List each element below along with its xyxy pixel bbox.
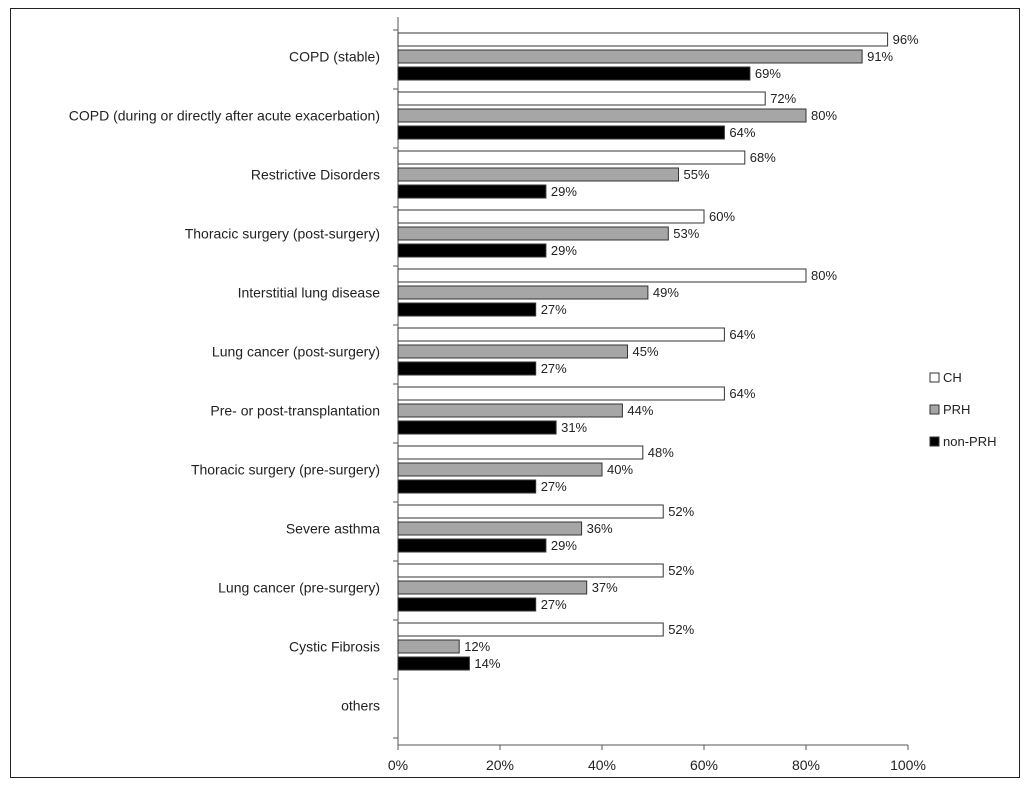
bar-ch-severe-asthma bbox=[397, 504, 664, 519]
data-label-ch-cystic-fibrosis: 52% bbox=[668, 622, 694, 637]
bar-prh-severe-asthma bbox=[397, 521, 583, 536]
bar-non-prh-lung-cancer-post-surgery bbox=[397, 361, 537, 376]
bar-prh-interstitial-lung-disease bbox=[397, 285, 649, 300]
x-tick-label: 80% bbox=[792, 757, 820, 773]
bar-non-prh-copd-stable bbox=[397, 66, 751, 81]
bar-prh-restrictive-disorders bbox=[397, 167, 679, 182]
bar-non-prh-pre-or-post-transplantation bbox=[397, 420, 557, 435]
category-label-copd-stable: COPD (stable) bbox=[289, 49, 380, 65]
data-label-ch-restrictive-disorders: 68% bbox=[750, 150, 776, 165]
bar-ch-interstitial-lung-disease bbox=[397, 268, 807, 283]
data-label-prh-copd-during-or-directly-after-acute-exacerbation: 80% bbox=[811, 108, 837, 123]
bar-ch-pre-or-post-transplantation bbox=[397, 386, 725, 401]
bar-non-prh-interstitial-lung-disease bbox=[397, 302, 537, 317]
legend-swatch-ch bbox=[929, 372, 940, 383]
category-label-copd-during-or-directly-after-acute-exacerbation: COPD (during or directly after acute exa… bbox=[69, 108, 380, 124]
category-label-others: others bbox=[341, 698, 380, 714]
category-label-cystic-fibrosis: Cystic Fibrosis bbox=[289, 639, 380, 655]
legend-swatch-non-prh bbox=[929, 436, 940, 447]
bar-non-prh-cystic-fibrosis bbox=[397, 656, 470, 671]
data-label-non-prh-interstitial-lung-disease: 27% bbox=[541, 302, 567, 317]
data-label-ch-lung-cancer-post-surgery: 64% bbox=[729, 327, 755, 342]
data-label-ch-thoracic-surgery-post-surgery: 60% bbox=[709, 209, 735, 224]
category-label-interstitial-lung-disease: Interstitial lung disease bbox=[238, 285, 381, 301]
bar-prh-cystic-fibrosis bbox=[397, 639, 460, 654]
bar-prh-thoracic-surgery-pre-surgery bbox=[397, 462, 603, 477]
data-label-non-prh-pre-or-post-transplantation: 31% bbox=[561, 420, 587, 435]
bar-ch-cystic-fibrosis bbox=[397, 622, 664, 637]
legend-label-ch: CH bbox=[943, 370, 962, 385]
data-label-ch-lung-cancer-pre-surgery: 52% bbox=[668, 563, 694, 578]
category-label-severe-asthma: Severe asthma bbox=[286, 521, 380, 537]
bar-ch-thoracic-surgery-pre-surgery bbox=[397, 445, 644, 460]
x-tick-label: 0% bbox=[388, 757, 408, 773]
data-label-ch-interstitial-lung-disease: 80% bbox=[811, 268, 837, 283]
data-label-non-prh-cystic-fibrosis: 14% bbox=[474, 656, 500, 671]
bar-ch-thoracic-surgery-post-surgery bbox=[397, 209, 705, 224]
bar-non-prh-restrictive-disorders bbox=[397, 184, 547, 199]
x-tick-label: 100% bbox=[890, 757, 926, 773]
x-tick-label: 60% bbox=[690, 757, 718, 773]
category-label-pre-or-post-transplantation: Pre- or post-transplantation bbox=[210, 403, 380, 419]
category-label-lung-cancer-pre-surgery: Lung cancer (pre-surgery) bbox=[218, 580, 380, 596]
data-label-ch-thoracic-surgery-pre-surgery: 48% bbox=[648, 445, 674, 460]
data-label-non-prh-lung-cancer-post-surgery: 27% bbox=[541, 361, 567, 376]
bar-non-prh-copd-during-or-directly-after-acute-exacerbation bbox=[397, 125, 725, 140]
data-label-ch-severe-asthma: 52% bbox=[668, 504, 694, 519]
category-label-thoracic-surgery-post-surgery: Thoracic surgery (post-surgery) bbox=[185, 226, 380, 242]
bar-non-prh-thoracic-surgery-post-surgery bbox=[397, 243, 547, 258]
data-label-prh-thoracic-surgery-post-surgery: 53% bbox=[673, 226, 699, 241]
data-label-prh-lung-cancer-pre-surgery: 37% bbox=[592, 580, 618, 595]
data-label-ch-copd-during-or-directly-after-acute-exacerbation: 72% bbox=[770, 91, 796, 106]
bar-ch-restrictive-disorders bbox=[397, 150, 746, 165]
data-label-prh-severe-asthma: 36% bbox=[587, 521, 613, 536]
bar-prh-lung-cancer-post-surgery bbox=[397, 344, 628, 359]
category-label-thoracic-surgery-pre-surgery: Thoracic surgery (pre-surgery) bbox=[191, 462, 380, 478]
bar-ch-lung-cancer-post-surgery bbox=[397, 327, 725, 342]
bar-non-prh-severe-asthma bbox=[397, 538, 547, 553]
data-label-prh-pre-or-post-transplantation: 44% bbox=[627, 403, 653, 418]
legend-swatch-prh bbox=[929, 404, 940, 415]
legend-label-prh: PRH bbox=[943, 402, 970, 417]
data-label-prh-copd-stable: 91% bbox=[867, 49, 893, 64]
data-label-non-prh-thoracic-surgery-pre-surgery: 27% bbox=[541, 479, 567, 494]
bar-ch-lung-cancer-pre-surgery bbox=[397, 563, 664, 578]
data-label-non-prh-copd-during-or-directly-after-acute-exacerbation: 64% bbox=[729, 125, 755, 140]
legend-label-non-prh: non-PRH bbox=[943, 434, 996, 449]
data-label-non-prh-lung-cancer-pre-surgery: 27% bbox=[541, 597, 567, 612]
bar-ch-copd-stable bbox=[397, 32, 889, 47]
data-label-prh-cystic-fibrosis: 12% bbox=[464, 639, 490, 654]
bar-prh-copd-during-or-directly-after-acute-exacerbation bbox=[397, 108, 807, 123]
x-tick-label: 20% bbox=[486, 757, 514, 773]
data-label-non-prh-thoracic-surgery-post-surgery: 29% bbox=[551, 243, 577, 258]
data-label-non-prh-severe-asthma: 29% bbox=[551, 538, 577, 553]
bar-ch-copd-during-or-directly-after-acute-exacerbation bbox=[397, 91, 766, 106]
data-label-prh-thoracic-surgery-pre-surgery: 40% bbox=[607, 462, 633, 477]
data-label-ch-pre-or-post-transplantation: 64% bbox=[729, 386, 755, 401]
bar-prh-lung-cancer-pre-surgery bbox=[397, 580, 588, 595]
data-label-non-prh-restrictive-disorders: 29% bbox=[551, 184, 577, 199]
data-label-non-prh-copd-stable: 69% bbox=[755, 66, 781, 81]
bar-non-prh-lung-cancer-pre-surgery bbox=[397, 597, 537, 612]
category-label-lung-cancer-post-surgery: Lung cancer (post-surgery) bbox=[212, 344, 380, 360]
data-label-ch-copd-stable: 96% bbox=[893, 32, 919, 47]
bar-prh-copd-stable bbox=[397, 49, 863, 64]
bar-non-prh-thoracic-surgery-pre-surgery bbox=[397, 479, 537, 494]
bar-prh-thoracic-surgery-post-surgery bbox=[397, 226, 669, 241]
x-tick-label: 40% bbox=[588, 757, 616, 773]
data-label-prh-restrictive-disorders: 55% bbox=[684, 167, 710, 182]
bar-prh-pre-or-post-transplantation bbox=[397, 403, 623, 418]
category-label-restrictive-disorders: Restrictive Disorders bbox=[251, 167, 380, 183]
data-label-prh-lung-cancer-post-surgery: 45% bbox=[633, 344, 659, 359]
data-label-prh-interstitial-lung-disease: 49% bbox=[653, 285, 679, 300]
